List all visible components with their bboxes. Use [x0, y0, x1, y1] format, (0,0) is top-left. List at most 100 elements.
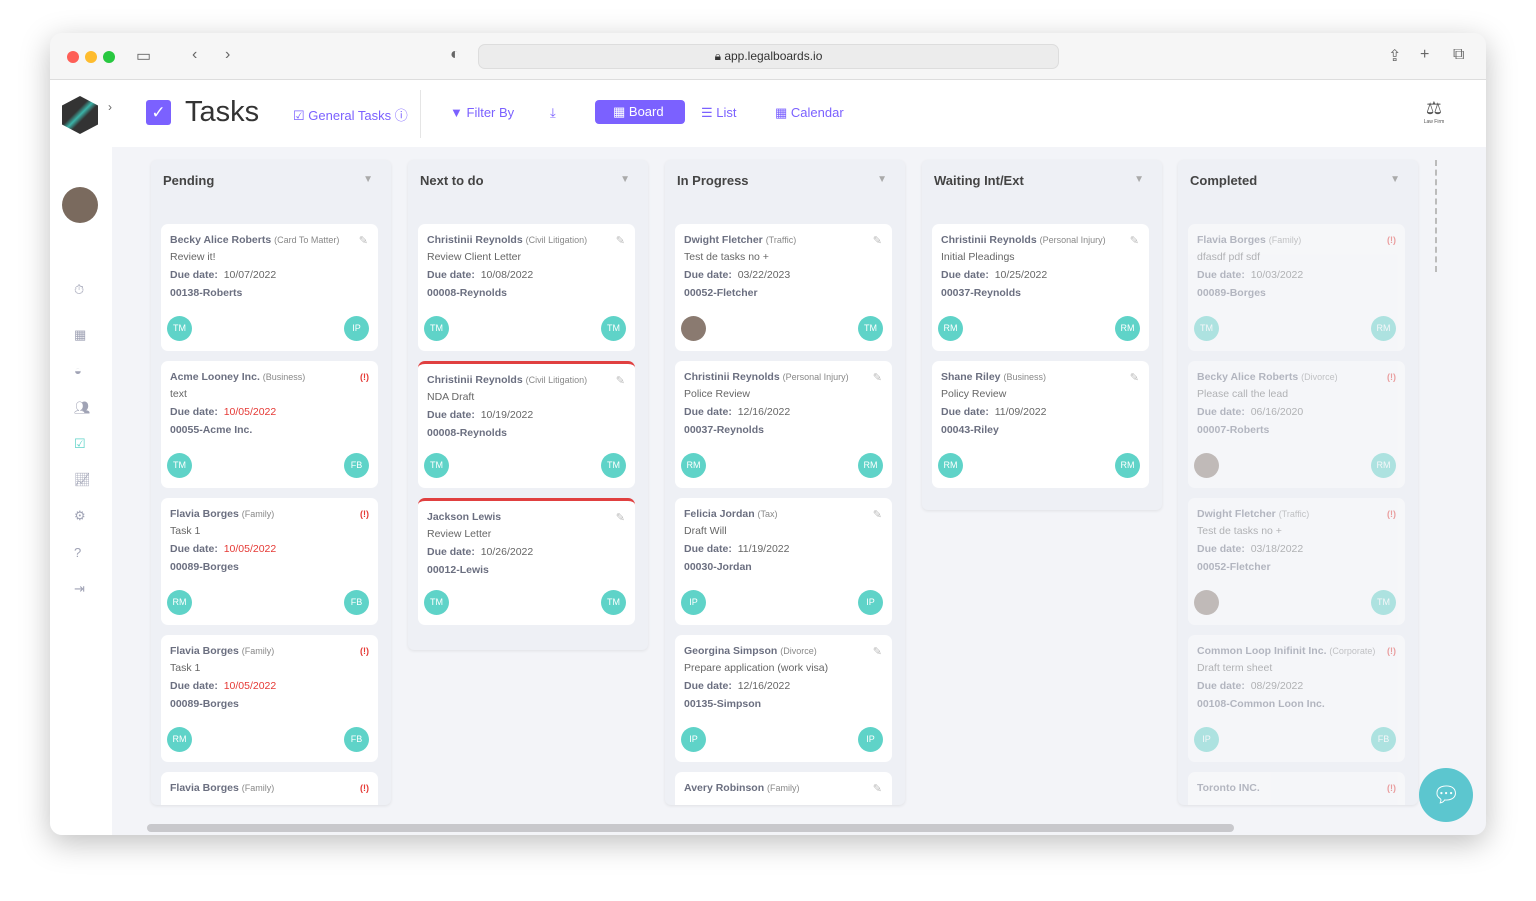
edit-icon[interactable]: ✎ [358, 235, 368, 247]
responsible-avatar[interactable]: FB [344, 590, 369, 615]
task-card[interactable]: Felicia Jordan (Tax) ✎ Draft Will Due da… [675, 498, 892, 625]
responsible-avatar[interactable]: FB [1371, 727, 1396, 752]
responsible-avatar[interactable]: RM [1115, 453, 1140, 478]
assignee-avatar[interactable]: IP [1194, 727, 1219, 752]
edit-icon[interactable]: ✎ [872, 646, 882, 658]
timer-icon[interactable]: ⏱ [74, 282, 85, 297]
responsible-avatar[interactable]: TM [601, 453, 626, 478]
edit-icon[interactable]: ✎ [872, 783, 882, 795]
tabs-icon[interactable]: ⧉ [1453, 46, 1465, 63]
download-icon[interactable]: ⤓ [550, 105, 556, 120]
new-tab-icon[interactable]: + [1420, 46, 1430, 63]
assignee-avatar[interactable]: TM [424, 316, 449, 341]
edit-icon[interactable]: ✎ [872, 235, 882, 247]
responsible-avatar[interactable]: FB [344, 727, 369, 752]
gear-icon[interactable]: ⚙ [74, 508, 86, 523]
close-button[interactable] [67, 51, 79, 63]
task-card[interactable]: Christinii Reynolds (Civil Litigation) ✎… [418, 224, 635, 351]
expand-sidebar-icon[interactable]: › [108, 100, 112, 114]
task-card[interactable]: Jackson Lewis ✎ Review Letter Due date: … [418, 498, 635, 625]
task-card[interactable]: Flavia Borges (Family) (!) [161, 772, 378, 805]
edit-icon[interactable]: ✎ [872, 372, 882, 384]
assignee-avatar[interactable]: IP [681, 727, 706, 752]
column-menu-icon[interactable]: ▼ [1390, 174, 1400, 185]
assignee-avatar[interactable]: TM [1194, 316, 1219, 341]
tasks-icon[interactable]: ☑ [74, 436, 86, 451]
task-card[interactable]: Flavia Borges (Family) (!) Task 1 Due da… [161, 498, 378, 625]
responsible-avatar[interactable]: TM [601, 590, 626, 615]
horizontal-scrollbar[interactable] [147, 824, 1234, 832]
task-card[interactable]: Acme Looney Inc. (Business) (!) text Due… [161, 361, 378, 488]
responsible-avatar[interactable]: IP [858, 590, 883, 615]
responsible-avatar[interactable]: IP [858, 727, 883, 752]
assignee-avatar[interactable]: RM [938, 316, 963, 341]
edit-icon[interactable]: ✎ [615, 512, 625, 524]
edit-icon[interactable]: ✎ [872, 509, 882, 521]
sidebar-toggle-icon[interactable]: ▭ [136, 48, 152, 65]
calendar-view-button[interactable]: ▦ Calendar [775, 105, 844, 121]
task-card[interactable]: Common Loop Inifinit Inc. (Corporate) (!… [1188, 635, 1405, 762]
users-icon[interactable]: 👥︎ [74, 400, 91, 415]
assignee-avatar[interactable]: RM [167, 727, 192, 752]
edit-icon[interactable]: ✎ [1129, 372, 1139, 384]
responsible-avatar[interactable]: TM [601, 316, 626, 341]
minimize-button[interactable] [85, 51, 97, 63]
share-icon[interactable]: ⇪ [1388, 48, 1402, 65]
responsible-avatar[interactable]: RM [858, 453, 883, 478]
assignee-photo[interactable] [1194, 590, 1219, 615]
task-card[interactable]: Georgina Simpson (Divorce) ✎ Prepare app… [675, 635, 892, 762]
grid-icon[interactable]: ▦ [74, 327, 87, 342]
responsible-avatar[interactable]: RM [1115, 316, 1140, 341]
edit-icon[interactable]: ✎ [615, 235, 625, 247]
responsible-avatar[interactable]: FB [344, 453, 369, 478]
responsible-avatar[interactable]: RM [1371, 453, 1396, 478]
task-card[interactable]: Dwight Fletcher (Traffic) (!) Test de ta… [1188, 498, 1405, 625]
assignee-avatar[interactable]: TM [167, 453, 192, 478]
task-card[interactable]: Shane Riley (Business) ✎ Policy Review D… [932, 361, 1149, 488]
task-card[interactable]: Becky Alice Roberts (Divorce) (!) Please… [1188, 361, 1405, 488]
user-avatar[interactable] [62, 187, 98, 223]
task-card[interactable]: Becky Alice Roberts (Card To Matter) ✎ R… [161, 224, 378, 351]
filter-button[interactable]: ▼ Filter By [450, 105, 514, 120]
responsible-avatar[interactable]: TM [858, 316, 883, 341]
responsible-avatar[interactable]: RM [1371, 316, 1396, 341]
task-card[interactable]: Christinii Reynolds (Personal Injury) ✎ … [675, 361, 892, 488]
general-tasks-toggle[interactable]: ☑ General Tasks ⓘ [293, 108, 408, 123]
column-menu-icon[interactable]: ▼ [1134, 174, 1144, 185]
back-icon[interactable]: ‹ [192, 46, 198, 63]
chart-icon[interactable]: 📈︎ [74, 472, 91, 487]
assignee-photo[interactable] [1194, 453, 1219, 478]
dashboard-icon[interactable]: ◒ [74, 363, 82, 378]
assignee-photo[interactable] [681, 316, 706, 341]
assignee-avatar[interactable]: RM [167, 590, 192, 615]
board-view-button[interactable]: ▦ Board [595, 100, 685, 124]
help-icon[interactable]: ? [74, 545, 82, 560]
task-card[interactable]: Flavia Borges (Family) (!) Task 1 Due da… [161, 635, 378, 762]
task-card[interactable]: Christinii Reynolds (Personal Injury) ✎ … [932, 224, 1149, 351]
maximize-button[interactable] [103, 51, 115, 63]
forward-icon[interactable]: › [225, 46, 231, 63]
address-bar[interactable]: 🔒︎ app.legalboards.io [478, 44, 1059, 69]
edit-icon[interactable]: ✎ [1129, 235, 1139, 247]
assignee-avatar[interactable]: IP [681, 590, 706, 615]
column-menu-icon[interactable]: ▼ [877, 174, 887, 185]
logout-icon[interactable]: ⇥ [74, 581, 85, 596]
chat-button[interactable]: 💬︎ [1419, 768, 1473, 822]
responsible-avatar[interactable]: IP [344, 316, 369, 341]
task-card[interactable]: Avery Robinson (Family) ✎ [675, 772, 892, 805]
assignee-avatar[interactable]: RM [938, 453, 963, 478]
list-view-button[interactable]: ☰ List [701, 105, 737, 121]
task-card[interactable]: Toronto INC. (!) [1188, 772, 1405, 805]
assignee-avatar[interactable]: RM [681, 453, 706, 478]
task-card[interactable]: Flavia Borges (Family) (!) dfasdf pdf sd… [1188, 224, 1405, 351]
shield-icon[interactable]: ◐ [450, 46, 460, 63]
edit-icon[interactable]: ✎ [615, 375, 625, 387]
add-column-placeholder[interactable] [1435, 160, 1437, 272]
assignee-avatar[interactable]: TM [424, 590, 449, 615]
task-card[interactable]: Dwight Fletcher (Traffic) ✎ Test de task… [675, 224, 892, 351]
task-card[interactable]: Christinii Reynolds (Civil Litigation) ✎… [418, 361, 635, 488]
column-menu-icon[interactable]: ▼ [363, 174, 373, 185]
responsible-avatar[interactable]: TM [1371, 590, 1396, 615]
assignee-avatar[interactable]: TM [424, 453, 449, 478]
assignee-avatar[interactable]: TM [167, 316, 192, 341]
